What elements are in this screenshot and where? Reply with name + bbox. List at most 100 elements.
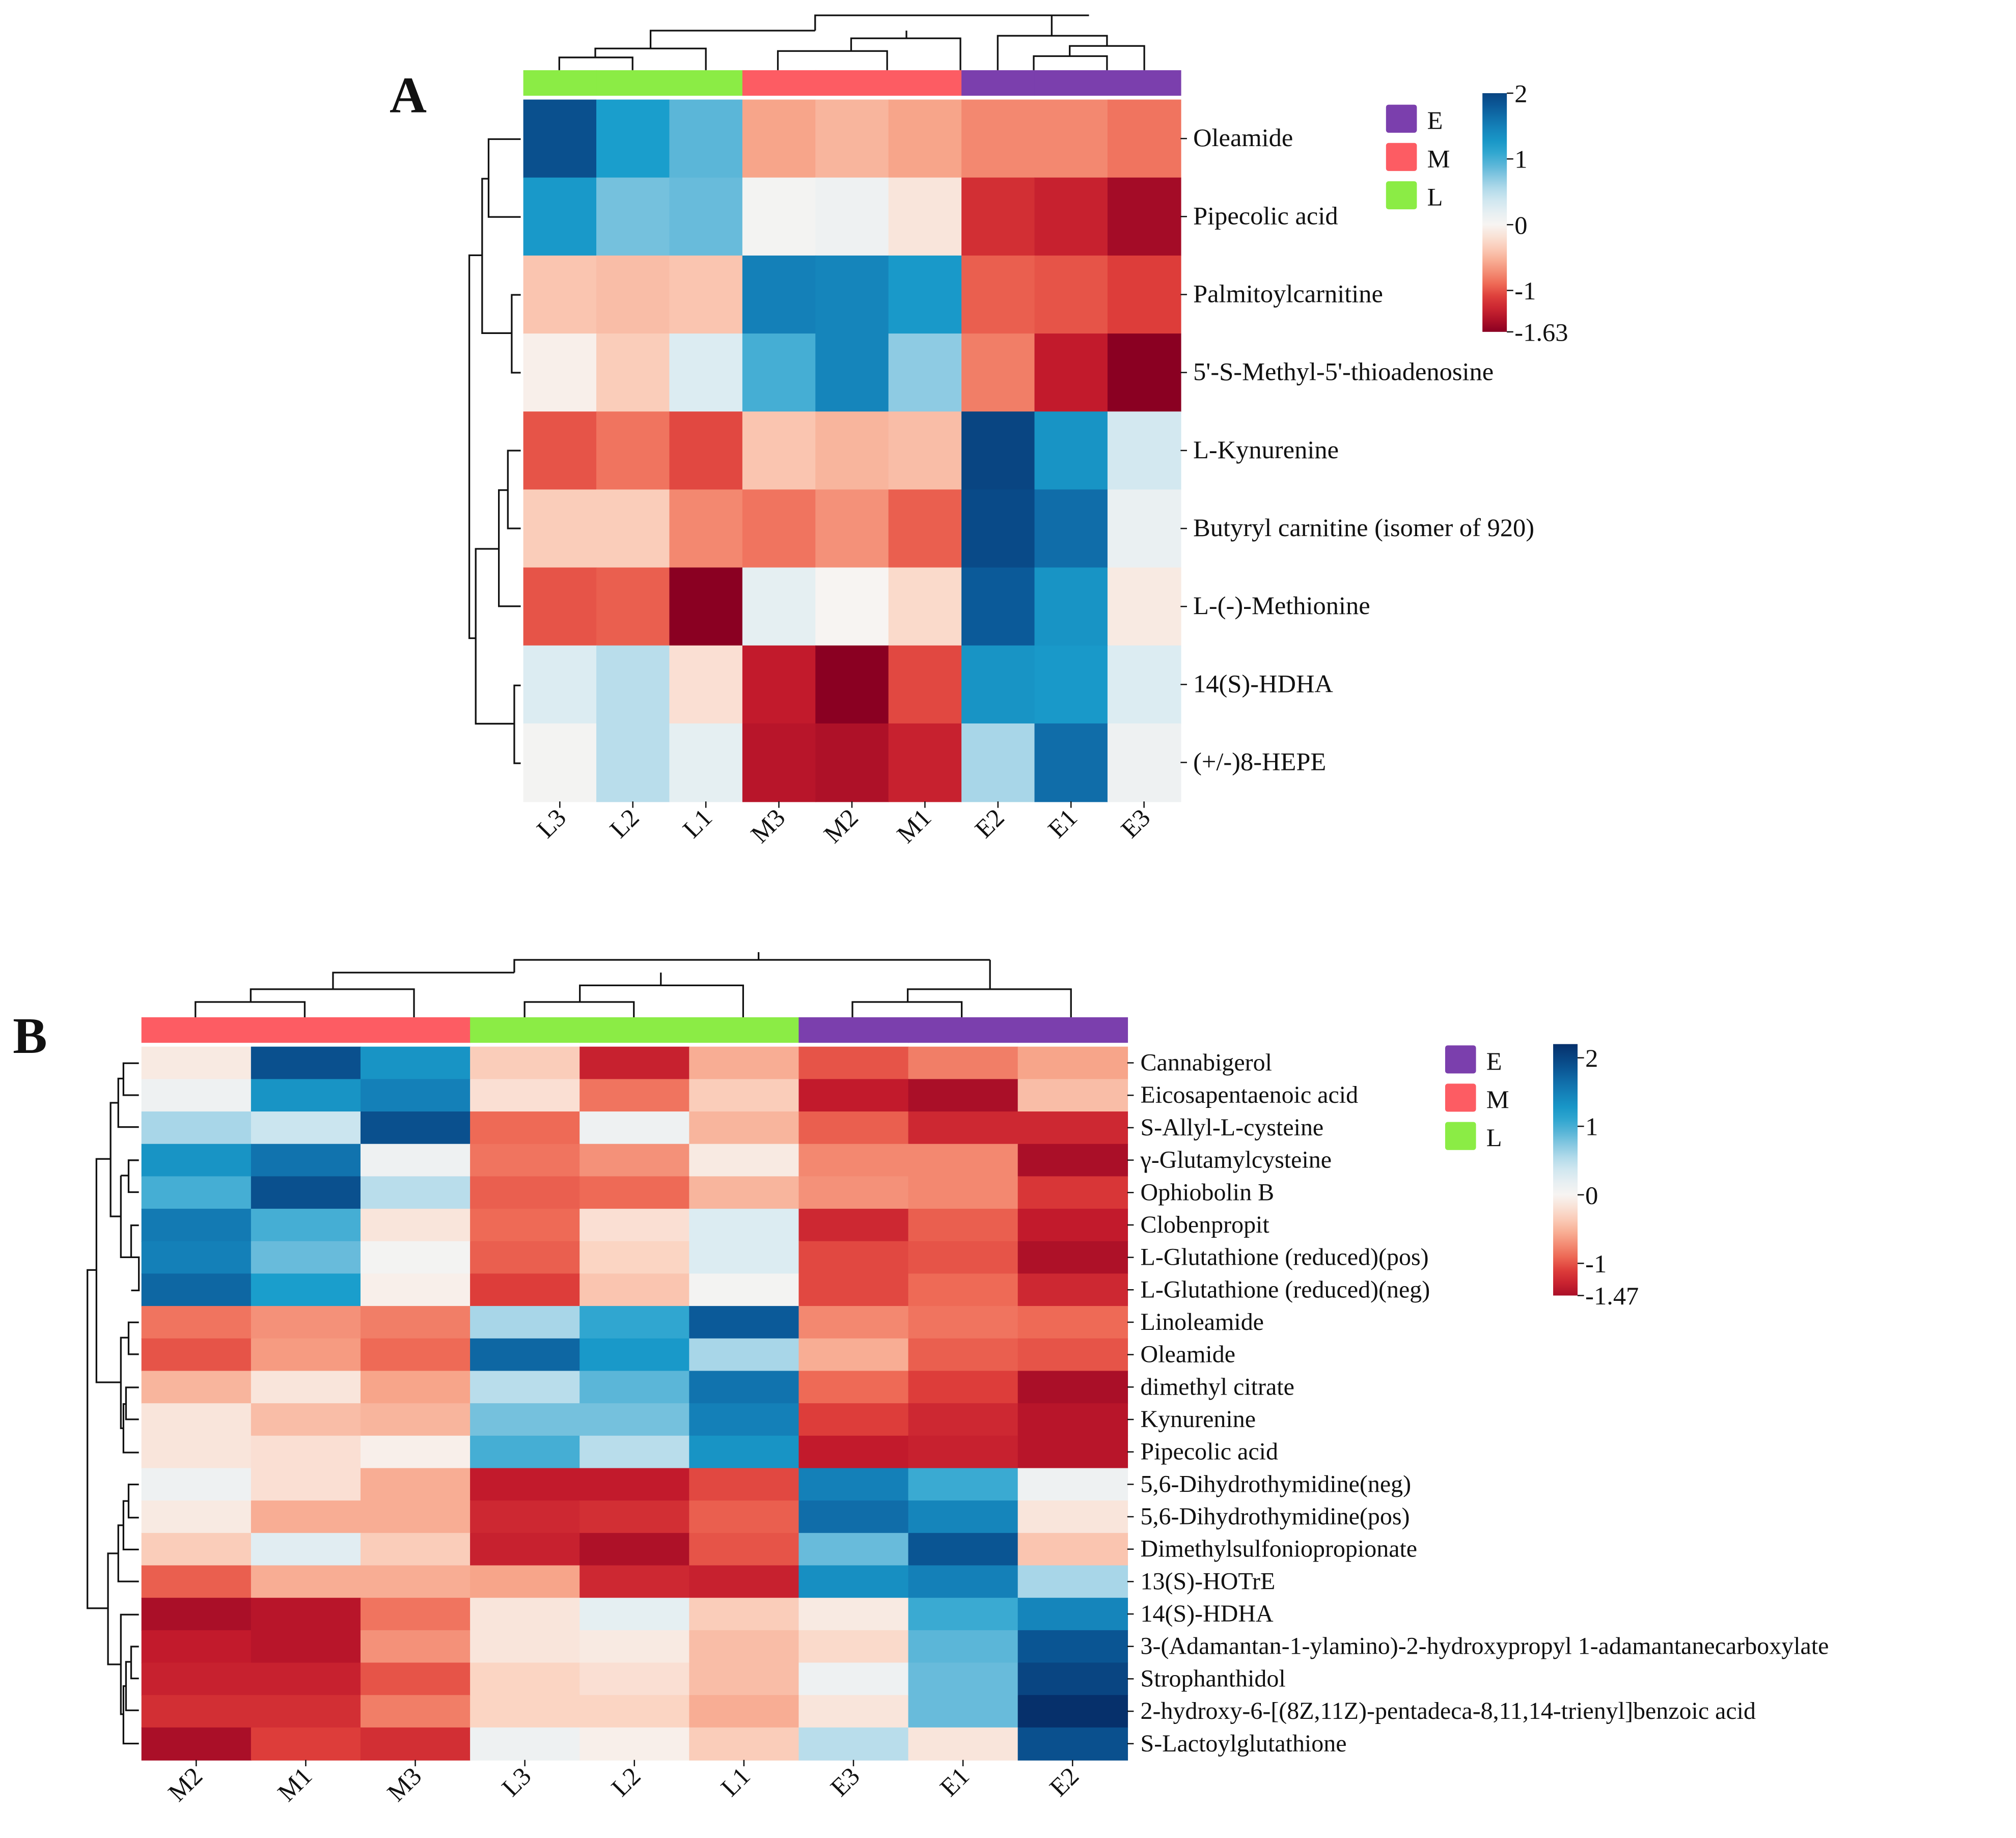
- heatmap-cell: [1017, 1533, 1128, 1566]
- column-dendrogram-a: [558, 14, 1145, 70]
- heatmap-cell: [523, 333, 597, 412]
- heatmap-cell: [523, 489, 597, 568]
- row-label: Linoleamide: [1141, 1308, 1264, 1335]
- heatmap-cell: [251, 1111, 362, 1145]
- heatmap-cell: [1017, 1144, 1128, 1177]
- legend-swatch-e: [1445, 1045, 1476, 1074]
- row-label: 13(S)-HOTrE: [1141, 1568, 1276, 1595]
- heatmap-cell: [1017, 1565, 1128, 1599]
- heatmap-cell: [669, 255, 743, 335]
- heatmap-cell: [669, 645, 743, 725]
- legend-label: L: [1427, 183, 1443, 211]
- heatmap-cell: [798, 1338, 909, 1372]
- heatmap-cell: [141, 1273, 252, 1307]
- heatmap-cell: [470, 1598, 581, 1631]
- row-label: Pipecolic acid: [1141, 1438, 1278, 1465]
- heatmap-cell: [1107, 333, 1181, 412]
- heatmap-cell: [1017, 1079, 1128, 1112]
- heatmap-cell: [888, 333, 962, 412]
- heatmap-cell: [908, 1111, 1018, 1145]
- heatmap-cell: [689, 1662, 799, 1696]
- heatmap-cell: [798, 1533, 909, 1566]
- column-dendrogram-b: [195, 952, 1072, 1018]
- heatmap-cell: [360, 1306, 471, 1340]
- heatmap-cell: [360, 1662, 471, 1696]
- heatmap-cell: [360, 1533, 471, 1566]
- column-label: L3: [531, 803, 571, 844]
- heatmap-cell: [470, 1403, 581, 1437]
- heatmap-cell: [689, 1306, 799, 1340]
- heatmap-cell: [360, 1144, 471, 1177]
- heatmap-cell: [689, 1565, 799, 1599]
- heatmap-cell: [669, 333, 743, 412]
- heatmap-cell: [815, 99, 889, 178]
- heatmap-cell: [798, 1403, 909, 1437]
- group-bar-segment: [888, 70, 962, 96]
- heatmap-cell: [596, 177, 670, 257]
- heatmap-cell: [742, 567, 816, 647]
- heatmap-cell: [1017, 1371, 1128, 1404]
- heatmap-cell: [961, 255, 1035, 335]
- heatmap-cell: [1017, 1403, 1128, 1437]
- group-bar-segment: [908, 1017, 1018, 1043]
- heatmap-cell: [470, 1241, 581, 1274]
- heatmap-cell: [669, 411, 743, 490]
- heatmap-cell: [523, 411, 597, 490]
- heatmap-cell: [1017, 1468, 1128, 1501]
- heatmap-cell: [1017, 1630, 1128, 1663]
- heatmap-cell: [579, 1403, 690, 1437]
- row-label: Oleamide: [1141, 1341, 1235, 1368]
- heatmap-cell: [1034, 411, 1109, 490]
- heatmap-cell: [579, 1338, 690, 1372]
- heatmap-cell: [1017, 1176, 1128, 1210]
- row-label: (+/-)8-HEPE: [1193, 747, 1326, 776]
- legend-swatch-e: [1386, 104, 1417, 133]
- column-label: E1: [934, 1762, 975, 1802]
- heatmap-cell: [251, 1500, 362, 1534]
- legend-label: M: [1486, 1085, 1509, 1113]
- heatmap-cell: [470, 1338, 581, 1372]
- heatmap-cell: [742, 489, 816, 568]
- heatmap-cell: [908, 1598, 1018, 1631]
- colorbar-tick-label: 2: [1514, 79, 1527, 108]
- heatmap-cell: [579, 1500, 690, 1534]
- colorbar-tick-label: 0: [1514, 211, 1527, 239]
- colorbar-tick-label: -1: [1514, 276, 1536, 305]
- heatmap-cell: [798, 1306, 909, 1340]
- column-label: M3: [745, 803, 790, 849]
- colorbar: [1553, 1044, 1578, 1296]
- heatmap-cell: [1017, 1209, 1128, 1242]
- heatmap-cell: [141, 1079, 252, 1112]
- heatmap-cell: [1107, 411, 1181, 490]
- heatmap-cell: [579, 1565, 690, 1599]
- heatmap-cell: [689, 1403, 799, 1437]
- heatmap-cell: [251, 1306, 362, 1340]
- heatmap-cell: [908, 1338, 1018, 1372]
- heatmap-cell: [689, 1209, 799, 1242]
- heatmap-cell: [888, 255, 962, 335]
- heatmap-cell: [141, 1727, 252, 1761]
- row-label: S-Allyl-L-cysteine: [1141, 1114, 1324, 1141]
- heatmap-cell: [360, 1111, 471, 1145]
- row-label: 5,6-Dihydrothymidine(pos): [1141, 1503, 1410, 1530]
- heatmap-cell: [815, 723, 889, 802]
- heatmap-cell: [908, 1500, 1018, 1534]
- row-label: L-(-)-Methionine: [1193, 591, 1370, 620]
- row-label: L-Glutathione (reduced)(neg): [1141, 1276, 1430, 1303]
- heatmap-cell: [742, 255, 816, 335]
- heatmap-cell: [523, 567, 597, 647]
- heatmap-cell: [251, 1403, 362, 1437]
- heatmap-cell: [360, 1598, 471, 1631]
- heatmap-cell: [596, 645, 670, 725]
- heatmap-cell: [141, 1144, 252, 1177]
- heatmap-cell: [470, 1273, 581, 1307]
- heatmap-cell: [251, 1662, 362, 1696]
- heatmap-cell: [579, 1111, 690, 1145]
- heatmap-cell: [596, 99, 670, 178]
- row-label: 5'-S-Methyl-5'-thioadenosine: [1193, 357, 1494, 386]
- heatmap-cell: [579, 1630, 690, 1663]
- heatmap-cell: [689, 1727, 799, 1761]
- row-label: Palmitoylcarnitine: [1193, 280, 1383, 308]
- heatmap-panel-a: A Oleamide Pipecolic acid Palmitoylcarnitin…: [390, 67, 1568, 848]
